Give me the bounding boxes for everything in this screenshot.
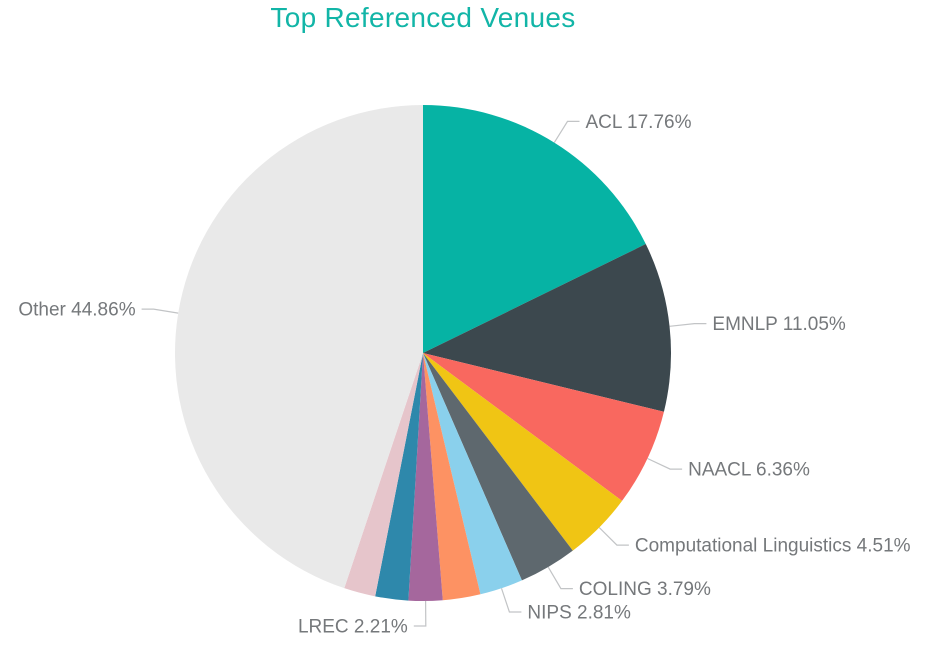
slice-label-acl: ACL 17.76% [586,112,692,133]
pie-slice-naacl[interactable] [423,353,664,501]
pie-slice-unlabeled[interactable] [344,353,423,597]
leader-line-naacl [647,457,683,470]
slice-label-lrec: LREC 2.21% [298,617,408,638]
pie-slice-emnlp[interactable] [423,244,672,412]
slice-label-nips: NIPS 2.81% [527,603,631,624]
pie-slice-coling[interactable] [423,353,573,581]
leader-line-other [141,308,179,314]
pie-slice-lrec[interactable] [408,353,443,602]
leader-line-nips [500,588,522,613]
leader-line-lrec [413,600,427,627]
pie-slice-unlabeled[interactable] [423,353,481,601]
slice-label-other: Other 44.86% [18,300,135,321]
pie-slice-nips[interactable] [423,353,522,595]
pie-slice-computational-linguistics[interactable] [423,353,623,551]
slice-label-computational-linguistics: Computational Linguistics 4.51% [635,536,911,557]
pie-slice-acl[interactable] [423,105,646,353]
pie-slice-unlabeled[interactable] [375,353,423,601]
leader-line-computational-linguistics [598,527,629,546]
slice-label-emnlp: EMNLP 11.05% [712,314,846,335]
leader-line-coling [547,566,573,590]
leader-line-acl [553,120,580,143]
slice-label-naacl: NAACL 6.36% [688,460,810,481]
pie-slice-other[interactable] [174,104,423,589]
page-title: Top Referenced Venues [270,2,576,33]
leader-line-emnlp [669,323,707,327]
slice-label-coling: COLING 3.79% [579,579,711,600]
